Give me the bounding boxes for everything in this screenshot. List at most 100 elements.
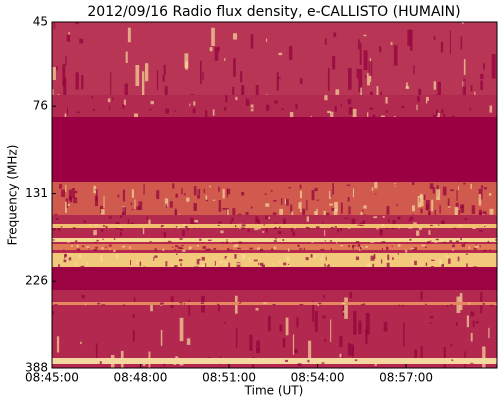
spectrum-speck (386, 262, 390, 268)
spectrum-speck (289, 46, 293, 61)
spectrum-speck (112, 97, 114, 101)
spectrum-speck (416, 230, 420, 236)
spectrum-speck (488, 193, 492, 196)
spectrum-speck (334, 202, 338, 212)
spectrum-speck (261, 231, 265, 233)
spectrum-speck (392, 220, 396, 227)
spectrum-speck (429, 183, 434, 190)
spectrum-speck (428, 230, 431, 235)
spectrum-speck (447, 206, 451, 208)
spectrum-speck (318, 304, 321, 306)
spectrum-speck (327, 67, 330, 91)
spectrum-speck (80, 341, 82, 345)
spectrum-speck (325, 256, 327, 261)
spectrum-speck (311, 189, 315, 201)
spectrum-speck (224, 58, 226, 62)
spectrum-speck (218, 221, 222, 224)
spectrum-speck (234, 254, 237, 259)
spectrum-speck (76, 248, 81, 251)
spectrum-speck (251, 107, 253, 110)
spectrum-speck (434, 209, 436, 217)
spectrum-speck (261, 264, 266, 268)
spectrum-speck (352, 244, 355, 248)
spectrum-speck (361, 240, 366, 242)
spectrum-speck (357, 39, 360, 50)
spectrum-speck (186, 226, 188, 229)
spectrum-speck (188, 299, 191, 317)
spectrum-speck (274, 100, 278, 104)
spectrum-speck (451, 359, 454, 361)
spectrum-speck (426, 203, 429, 210)
spectrum-speck (97, 302, 101, 305)
spectrum-speck (52, 239, 55, 241)
spectrum-speck (396, 203, 398, 207)
spectrum-speck (100, 209, 105, 215)
spectrum-speck (332, 183, 334, 195)
spectrum-speck (256, 348, 259, 351)
spectrum-speck (188, 246, 193, 250)
spectrum-speck (241, 224, 246, 227)
spectrum-speck (367, 72, 371, 86)
spectrum-speck (61, 189, 66, 198)
spectrum-speck (412, 182, 415, 186)
spectrum-speck (288, 264, 290, 269)
spectrum-speck (383, 321, 388, 332)
spectrum-speck (233, 58, 236, 77)
spectrum-speck (63, 249, 65, 251)
spectrum-speck (53, 304, 58, 306)
spectrum-speck (136, 258, 138, 261)
spectrum-speck (165, 108, 170, 114)
spectrum-speck (234, 225, 237, 228)
spectrum-speck (352, 247, 354, 250)
spectrum-speck (475, 321, 479, 324)
spectrum-speck (482, 346, 486, 368)
spectrum-speck (272, 212, 277, 216)
spectrum-speck (355, 256, 360, 261)
spectrum-speck (55, 218, 59, 220)
spectrum-speck (179, 238, 183, 240)
spectrum-speck (279, 208, 284, 215)
spectrum-speck (472, 320, 475, 328)
spectrum-speck (153, 256, 155, 261)
spectrum-speck (122, 104, 125, 109)
spectrum-speck (272, 303, 276, 306)
spectrum-speck (403, 322, 405, 347)
spectrum-speck (341, 302, 346, 305)
spectrum-speck (65, 198, 68, 209)
spectrum-speck (281, 108, 285, 110)
spectrum-speck (410, 247, 415, 250)
spectrum-speck (80, 265, 85, 268)
spectrum-speck (177, 226, 180, 229)
spectrum-speck (164, 86, 168, 100)
spectrum-speck (130, 202, 133, 205)
spectrum-speck (122, 207, 127, 217)
spectrum-speck (478, 209, 482, 218)
spectrum-speck (233, 245, 236, 248)
spectrum-speck (363, 34, 367, 37)
spectrum-speck (363, 205, 367, 209)
spectrum-speck (201, 256, 205, 261)
spectrum-band (52, 95, 497, 117)
spectrum-speck (463, 78, 466, 101)
spectrum-speck (410, 261, 414, 263)
spectrum-speck (295, 103, 298, 109)
spectrum-speck (160, 304, 163, 306)
spectrum-speck (348, 206, 351, 216)
spectrum-speck (297, 363, 302, 367)
spectrum-speck (180, 303, 182, 305)
spectrum-speck (489, 105, 493, 113)
spectrum-speck (340, 103, 342, 108)
spectrum-speck (133, 297, 136, 304)
spectrum-speck (224, 261, 228, 267)
spectrum-band (52, 302, 497, 305)
spectrum-speck (317, 304, 320, 307)
spectrum-speck (81, 295, 85, 299)
spectrum-speck (311, 240, 314, 243)
spectrum-speck (110, 72, 112, 95)
spectrum-speck (246, 99, 250, 106)
spectrum-speck (284, 199, 287, 205)
spectrum-speck (425, 101, 428, 104)
spectrum-speck (52, 67, 56, 80)
spectrum-speck (312, 301, 315, 323)
spectrum-speck (136, 206, 141, 211)
